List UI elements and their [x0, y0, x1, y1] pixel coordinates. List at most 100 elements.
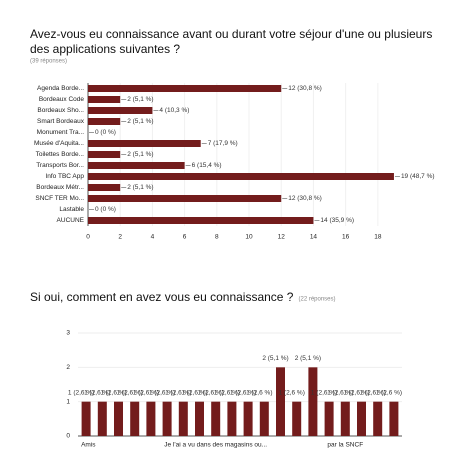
value-label: 12 (30,8 %) — [288, 195, 322, 202]
value-label: 1 (2,6 %) — [343, 389, 369, 396]
x-tick-label: 6 — [183, 234, 187, 241]
bar — [114, 401, 123, 436]
x-tick-label: 10 — [245, 234, 253, 241]
category-label: Agenda Borde... — [37, 85, 84, 92]
bar — [88, 107, 153, 114]
bar — [146, 401, 156, 436]
category-label: Je l'ai a vu dans des magasins ou... — [164, 442, 267, 449]
value-label: 1 (2,6 %) — [376, 389, 402, 396]
value-label: 2 (5,1 %) — [295, 355, 321, 362]
value-label: 1 (2,6 %) — [149, 389, 175, 396]
question-title: des applications suivantes ? — [30, 42, 180, 56]
bar — [162, 401, 172, 436]
bar — [292, 401, 302, 436]
question-title: Avez-vous eu connaissance avant ou duran… — [30, 27, 432, 41]
y-tick-label: 2 — [66, 364, 70, 371]
bar — [88, 217, 314, 224]
bar — [243, 401, 253, 436]
value-label: 14 (35,9 %) — [320, 217, 354, 224]
bar — [340, 401, 350, 436]
category-label: Bordeaux Code — [39, 96, 85, 103]
value-label: 12 (30,8 %) — [288, 85, 322, 92]
bar — [88, 140, 201, 147]
value-label: 1 (2,6 %) — [165, 389, 191, 396]
value-label: 1 (2,6 %) — [181, 389, 207, 396]
value-label: 1 (2,6 %) — [198, 389, 224, 396]
value-label: 1 (2,6 %) — [84, 389, 110, 396]
category-label: Smart Bordeaux — [37, 118, 85, 125]
value-label: 1 (2,6 %) — [360, 389, 386, 396]
x-tick-label: 16 — [342, 234, 350, 241]
value-label: 0 (0 %) — [95, 206, 116, 213]
bar — [88, 173, 394, 180]
category-label: Transports Bor... — [36, 162, 84, 169]
value-label: 1 (2,6 %) — [246, 389, 272, 396]
category-label: Bordeaux Sho... — [37, 107, 84, 114]
value-label: 1 (2,6 %) — [214, 389, 240, 396]
response-count: (22 réponses) — [298, 297, 335, 303]
bar — [259, 401, 269, 436]
category-label: Info TBC App — [45, 173, 84, 180]
category-label: SNCF TER Mo... — [35, 195, 84, 202]
x-tick-label: 12 — [278, 234, 286, 241]
value-label: 19 (48,7 %) — [401, 173, 435, 180]
value-label: 2 (5,1 %) — [262, 355, 288, 362]
value-label: 1 (2,6 %) — [68, 389, 94, 396]
category-label: Toilettes Borde... — [36, 151, 85, 158]
bar — [81, 401, 91, 436]
value-label: 1 (2,6 %) — [279, 389, 305, 396]
category-label: Amis — [81, 442, 96, 449]
bar — [276, 367, 285, 436]
bar — [308, 367, 318, 436]
bar — [178, 401, 188, 436]
bar — [88, 151, 121, 158]
value-label: 2 (5,1 %) — [127, 118, 153, 125]
x-tick-label: 14 — [310, 234, 318, 241]
response-count: (39 réponses) — [30, 59, 67, 65]
bar — [130, 401, 140, 436]
bar — [88, 184, 121, 191]
x-tick-label: 2 — [118, 234, 122, 241]
value-label: 6 (15,4 %) — [192, 162, 222, 169]
value-label: 1 (2,6 %) — [133, 389, 159, 396]
x-tick-label: 0 — [86, 234, 90, 241]
value-label: 1 (2,6 %) — [230, 389, 256, 396]
category-label: par la SNCF — [327, 442, 363, 449]
bar — [88, 162, 185, 169]
category-label: Bordeaux Métr... — [36, 184, 84, 191]
bar — [88, 96, 121, 103]
y-tick-label: 1 — [66, 398, 70, 405]
value-label: 2 (5,1 %) — [127, 184, 153, 191]
y-tick-label: 0 — [66, 433, 70, 440]
value-label: 1 (2,6 %) — [311, 389, 337, 396]
bar — [88, 195, 282, 202]
bar — [88, 118, 121, 125]
value-label: 1 (2,6 %) — [327, 389, 353, 396]
x-tick-label: 18 — [374, 234, 382, 241]
value-label: 1 (2,6 %) — [100, 389, 126, 396]
value-label: 0 (0 %) — [95, 129, 116, 136]
value-label: 4 (10,3 %) — [159, 107, 189, 114]
bar — [227, 401, 237, 436]
category-label: Monument Tra... — [37, 129, 85, 136]
bar — [389, 401, 399, 436]
y-tick-label: 3 — [66, 330, 70, 337]
bar — [195, 401, 204, 436]
x-tick-label: 4 — [151, 234, 155, 241]
bar — [97, 401, 107, 436]
value-label: 1 (2,6 %) — [117, 389, 143, 396]
category-label: AUCUNE — [57, 217, 85, 224]
bar — [357, 401, 366, 436]
value-label: 7 (17,9 %) — [208, 140, 238, 147]
bar — [373, 401, 383, 436]
bar — [324, 401, 334, 436]
bar — [88, 85, 282, 92]
x-tick-label: 8 — [215, 234, 219, 241]
value-label: 2 (5,1 %) — [127, 96, 153, 103]
bar — [211, 401, 221, 436]
question-title: Si oui, comment en avez vous eu connaiss… — [30, 290, 294, 304]
category-label: Lastable — [59, 206, 84, 213]
value-label: 2 (5,1 %) — [127, 151, 153, 158]
category-label: Musée d'Aquita... — [34, 140, 84, 147]
